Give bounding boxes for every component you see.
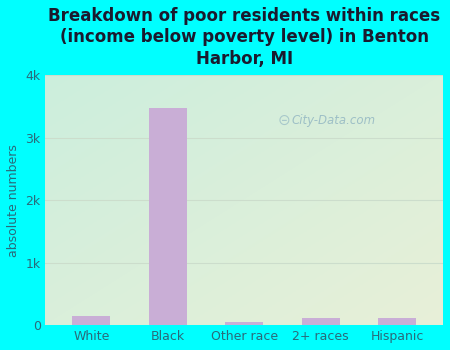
- Text: City-Data.com: City-Data.com: [292, 114, 376, 127]
- Bar: [225, 322, 263, 325]
- Title: Breakdown of poor residents within races
(income below poverty level) in Benton
: Breakdown of poor residents within races…: [48, 7, 441, 68]
- Text: ⊝: ⊝: [278, 113, 291, 128]
- Bar: [72, 316, 110, 325]
- Bar: [302, 318, 340, 325]
- Bar: [378, 318, 416, 325]
- Bar: [148, 107, 187, 325]
- Y-axis label: absolute numbers: absolute numbers: [7, 144, 20, 257]
